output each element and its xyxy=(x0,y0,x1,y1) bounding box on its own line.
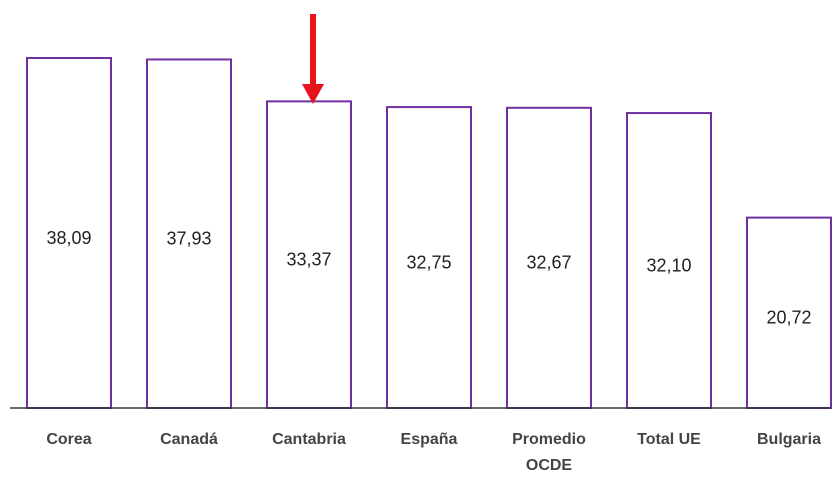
bar xyxy=(26,57,112,409)
bar xyxy=(266,100,352,409)
data-label: 37,93 xyxy=(166,228,211,248)
data-label: 20,72 xyxy=(766,308,811,328)
bar xyxy=(386,106,472,409)
data-label: 32,10 xyxy=(646,255,691,275)
data-label: 33,37 xyxy=(286,249,331,269)
x-tick-label: Cantabria xyxy=(272,431,346,448)
x-tick-label: Total UE xyxy=(637,431,701,448)
bar xyxy=(146,58,232,409)
x-tick-label: España xyxy=(400,431,458,448)
x-tick-label: Canadá xyxy=(160,431,218,448)
x-tick-label: Promedio OCDE xyxy=(512,431,586,474)
x-tick-label: Bulgaria xyxy=(756,431,821,448)
data-label: 38,09 xyxy=(46,228,91,248)
data-label: 32,75 xyxy=(406,252,451,272)
arrow xyxy=(302,14,324,104)
data-label: 32,67 xyxy=(526,253,571,273)
bar xyxy=(626,112,712,410)
x-tick-label: Corea xyxy=(46,431,92,448)
